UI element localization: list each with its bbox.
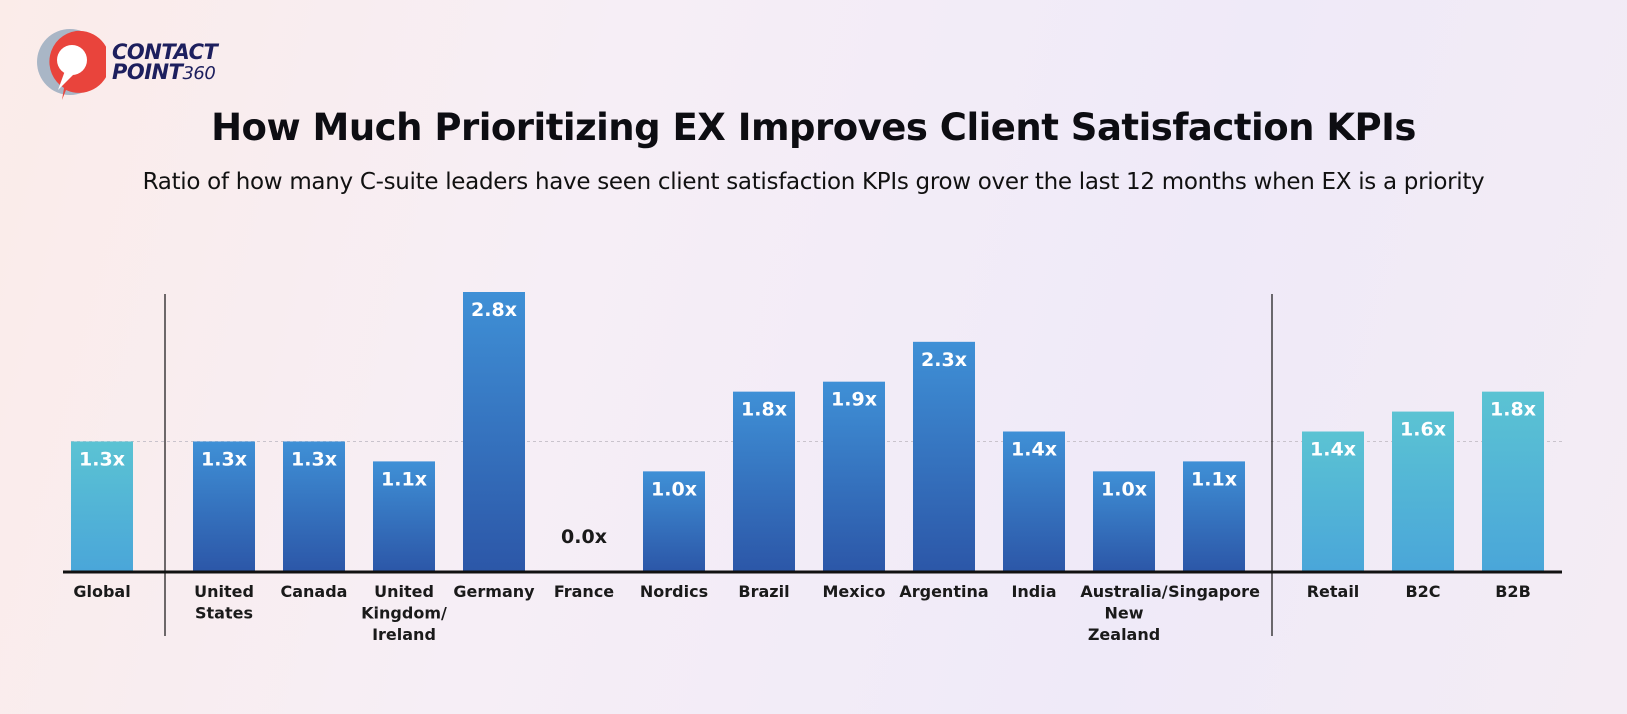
chart-subtitle: Ratio of how many C-suite leaders have s… (142, 169, 1485, 195)
data-label: 1.6x (1400, 419, 1446, 441)
category-label-line: Argentina (899, 582, 988, 601)
data-label: 1.9x (831, 389, 877, 411)
category-label: Brazil (738, 582, 789, 601)
data-label: 2.3x (921, 349, 967, 371)
bar (733, 391, 795, 571)
category-label: Global (73, 582, 130, 601)
chart-title: How Much Prioritizing EX Improves Client… (211, 106, 1416, 149)
logo-line1: CONTACT (112, 40, 218, 64)
category-label-line: Retail (1307, 582, 1360, 601)
category-label: United Kingdom/Ireland (361, 582, 447, 644)
bar (1093, 471, 1155, 571)
category-label-line: India (1011, 582, 1056, 601)
category-label-line: New (1104, 604, 1143, 623)
data-label: 2.8x (471, 299, 517, 321)
category-label-line: States (195, 604, 253, 623)
category-label-line: Germany (453, 582, 535, 601)
data-label: 1.3x (79, 448, 125, 470)
category-label-line: France (554, 582, 614, 601)
data-label: 1.1x (381, 468, 427, 490)
logo: CONTACT POINT360 (36, 28, 236, 101)
data-label: 1.3x (291, 448, 337, 470)
bar (1183, 461, 1245, 571)
category-label: Retail (1307, 582, 1360, 601)
category-label-line: Ireland (372, 625, 436, 644)
category-label-line: United (194, 582, 254, 601)
category-label: India (1011, 582, 1056, 601)
bar (1392, 411, 1454, 571)
category-label-line: B2B (1495, 582, 1531, 601)
category-label: B2B (1495, 582, 1531, 601)
bar (1302, 431, 1364, 571)
category-label: Canada (281, 582, 348, 601)
data-label: 1.8x (1490, 399, 1536, 421)
bar (463, 292, 525, 571)
category-label: France (554, 582, 614, 601)
category-label: B2C (1405, 582, 1440, 601)
bar (913, 341, 975, 571)
bar (283, 441, 345, 571)
data-label: 1.4x (1310, 439, 1356, 461)
category-label-line: B2C (1405, 582, 1440, 601)
bar (643, 471, 705, 571)
bar (193, 441, 255, 571)
category-label-line: Nordics (640, 582, 708, 601)
logo-mark-icon (37, 29, 110, 101)
category-label: Argentina (899, 582, 988, 601)
data-label: 1.1x (1191, 468, 1237, 490)
data-label: 1.8x (741, 399, 787, 421)
data-label: 1.0x (651, 478, 697, 500)
category-label-line: Mexico (822, 582, 885, 601)
data-label: 0.0x (561, 526, 607, 548)
category-label-line: Singapore (1168, 582, 1260, 601)
logo-line2-suffix: 360 (182, 63, 216, 84)
category-label-line: United (374, 582, 434, 601)
category-label-line: Canada (281, 582, 348, 601)
category-label-line: Zealand (1088, 625, 1160, 644)
category-label: United States (194, 582, 254, 623)
category-label: Australia/New Zealand (1080, 582, 1167, 644)
data-label: 1.0x (1101, 478, 1147, 500)
category-label-line: Global (73, 582, 130, 601)
bar (823, 381, 885, 571)
logo-wordmark: CONTACT POINT360 (112, 40, 218, 84)
bar (373, 461, 435, 571)
data-label: 1.3x (201, 448, 247, 470)
category-label: Nordics (640, 582, 708, 601)
bar (1003, 431, 1065, 571)
logo-line2: POINT (112, 60, 183, 84)
bar (71, 441, 133, 571)
category-label-line: Australia/ (1080, 582, 1167, 601)
data-label: 1.4x (1011, 439, 1057, 461)
category-label-line: Kingdom/ (361, 604, 447, 623)
category-label: Singapore (1168, 582, 1260, 601)
category-label: Germany (453, 582, 535, 601)
category-label-line: Brazil (738, 582, 789, 601)
category-label: Mexico (822, 582, 885, 601)
bar (1482, 391, 1544, 571)
